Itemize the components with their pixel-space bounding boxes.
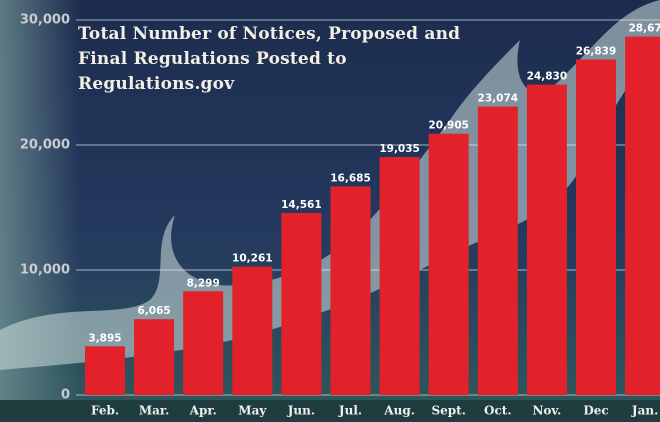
data-label: 10,261 <box>232 253 273 265</box>
y-tick-label: 20,000 <box>20 138 70 153</box>
x-tick-label: Aug. <box>383 404 415 418</box>
bar <box>380 157 420 395</box>
bar <box>134 319 174 395</box>
data-label: 28,67 <box>628 23 660 35</box>
x-tick-label: Apr. <box>189 404 217 418</box>
bar <box>281 213 321 395</box>
y-tick-label: 10,000 <box>20 263 70 278</box>
x-tick-label: Oct. <box>484 404 511 418</box>
y-tick-label: 0 <box>61 388 70 403</box>
bar <box>478 107 518 395</box>
y-tick-label: 30,000 <box>20 13 70 28</box>
data-label: 16,685 <box>330 172 371 184</box>
x-tick-label: Jan. <box>631 404 658 418</box>
data-label: 6,065 <box>137 305 170 317</box>
page: {"chart_data": { "type": "bar", "title":… <box>0 0 660 422</box>
data-label: 24,830 <box>527 71 568 83</box>
data-label: 14,561 <box>281 199 322 211</box>
data-label: 19,035 <box>379 143 420 155</box>
x-tick-label: May <box>238 404 267 418</box>
data-label: 26,839 <box>576 46 617 58</box>
bar <box>429 134 469 395</box>
data-label: 3,895 <box>88 332 121 344</box>
x-tick-label: Jun. <box>287 404 315 418</box>
data-label: 8,299 <box>187 277 220 289</box>
x-tick-label: Dec <box>583 404 608 418</box>
bar <box>625 37 660 395</box>
bar <box>183 291 223 395</box>
x-tick-label: Sept. <box>431 404 465 418</box>
x-tick-label: Feb. <box>91 404 119 418</box>
bar <box>576 60 616 395</box>
chart-title: Total Number of Notices, Proposed and Fi… <box>78 22 478 97</box>
data-label: 23,074 <box>478 93 519 105</box>
data-label: 20,905 <box>428 120 469 132</box>
bar <box>232 267 272 395</box>
x-tick-label: Nov. <box>532 404 561 418</box>
bar <box>527 85 567 395</box>
x-tick-label: Mar. <box>139 404 169 418</box>
bar <box>331 186 371 395</box>
bar <box>85 346 125 395</box>
x-tick-label: Jul. <box>338 404 362 418</box>
